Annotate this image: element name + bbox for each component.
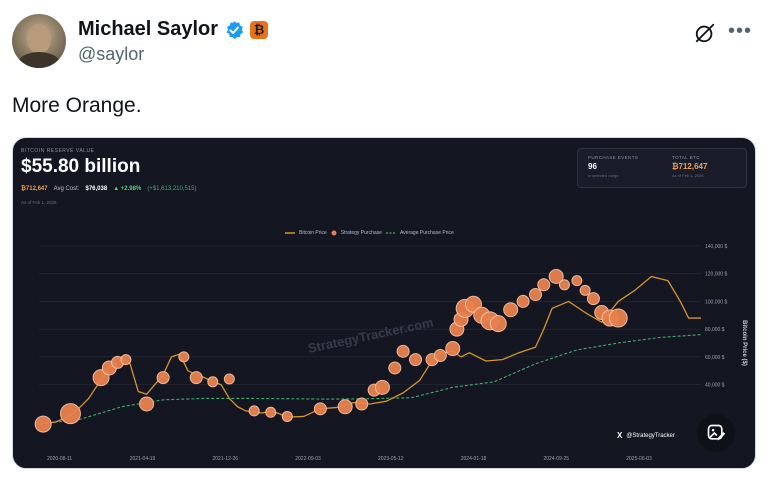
purchase-point xyxy=(207,376,219,388)
purchase-point xyxy=(281,410,293,422)
purchase-events-label: PURCHASE EVENTS xyxy=(588,155,639,160)
purchase-point xyxy=(548,268,564,284)
watermark: StrategyTracker.com xyxy=(307,315,435,356)
tweet-header: Michael Saylor ₿ @saylor ••• xyxy=(12,14,756,70)
bitcoin-chart: 40,000 $ 60,000 $ 80,000 $ 100,000 $ 120,000… xyxy=(34,244,747,462)
purchase-point xyxy=(313,402,327,416)
y-tick-label: 100,000 $ xyxy=(705,299,727,305)
x-attribution[interactable]: X @StrategyTracker xyxy=(617,431,675,440)
purchase-events: PURCHASE EVENTS 96 in selected range xyxy=(588,155,638,178)
total-btc-label: TOTAL BTC xyxy=(672,155,700,160)
purchase-point xyxy=(178,351,190,363)
more-icon[interactable]: ••• xyxy=(727,20,752,42)
legend-price-swatch xyxy=(285,232,295,234)
change-pct: ▲ +2.98% xyxy=(113,186,142,192)
change-abs: (+$1,613,210,515) xyxy=(147,186,197,192)
edit-image-button[interactable] xyxy=(697,414,735,452)
purchase-point xyxy=(586,292,600,306)
purchase-point xyxy=(489,315,507,333)
chart-legend: Bitcoin Price Strategy Purchase Average … xyxy=(285,230,454,236)
purchase-point xyxy=(355,397,369,411)
stats-row: ₿712,647 Avg Cost: $76,038 ▲ +2.98% (+$1… xyxy=(21,186,197,192)
x-tick-label: 2024-01-18 xyxy=(461,456,487,462)
btc-holding: ₿712,647 xyxy=(21,186,48,192)
edit-image-icon xyxy=(707,424,726,441)
purchase-point xyxy=(396,344,410,358)
series-line-price xyxy=(38,275,701,425)
purchase-point xyxy=(579,284,591,296)
purchase-point xyxy=(120,354,132,366)
purchase-point xyxy=(409,353,423,367)
purchase-point xyxy=(445,341,461,357)
as-of-date: As of Feb 1, 2026 xyxy=(21,200,57,205)
reserve-label: BITCOIN RESERVE VALUE xyxy=(21,148,95,154)
y-tick-label: 60,000 $ xyxy=(705,355,725,361)
purchase-point xyxy=(265,406,277,418)
avatar[interactable] xyxy=(12,14,66,68)
legend-avg-swatch xyxy=(385,232,396,234)
legend-price: Bitcoin Price xyxy=(299,230,327,236)
purchase-point xyxy=(34,415,52,433)
y-tick-label: 40,000 $ xyxy=(705,383,725,389)
purchase-point xyxy=(503,302,519,318)
attribution-handle: @StrategyTracker xyxy=(626,432,675,439)
purchase-point xyxy=(156,371,170,385)
avg-cost-value: $76,038 xyxy=(85,186,108,192)
purchase-point xyxy=(374,379,390,395)
bitcoin-badge-icon: ₿ xyxy=(250,20,269,39)
legend-purchase: Strategy Purchase xyxy=(340,230,382,236)
y-tick-label: 120,000 $ xyxy=(705,272,727,278)
purchase-point xyxy=(189,371,203,385)
purchase-point xyxy=(558,279,570,291)
x-tick-label: 2025-06-03 xyxy=(626,456,652,462)
purchase-point xyxy=(337,399,353,415)
series-line-average xyxy=(38,334,702,425)
purchase-point xyxy=(433,348,447,362)
purchase-point xyxy=(608,308,628,328)
x-tick-label: 2021-04-19 xyxy=(130,456,156,462)
purchase-point xyxy=(537,278,551,292)
purchase-point xyxy=(388,361,402,375)
x-tick-label: 2022-09-03 xyxy=(295,456,321,462)
legend-purchase-swatch xyxy=(331,230,337,236)
legend-avg: Average Purchase Price xyxy=(399,230,454,236)
reserve-value: $55.80 billion xyxy=(21,156,141,177)
x-tick-label: 2020-08-11 xyxy=(47,456,72,462)
tweet-media-card[interactable]: 40,000 $ 60,000 $ 80,000 $ 100,000 $ 120,000… xyxy=(12,137,756,469)
purchase-events-value: 96 xyxy=(588,162,597,171)
x-tick-label: 2021-12-26 xyxy=(213,456,239,462)
avg-cost-label: Avg Cost: xyxy=(53,186,80,192)
total-btc-value: ₿712,647 xyxy=(672,162,708,171)
grok-icon[interactable] xyxy=(694,22,716,44)
purchase-point xyxy=(571,275,583,287)
x-logo-icon: X xyxy=(617,431,623,440)
purchase-point xyxy=(248,405,260,417)
purchase-point xyxy=(139,396,155,412)
purchase-point xyxy=(223,373,235,385)
summary-box: PURCHASE EVENTS 96 in selected range TOT… xyxy=(577,148,747,188)
verified-badge-icon xyxy=(226,20,244,39)
author-name-row: Michael Saylor ₿ xyxy=(78,18,269,41)
y-axis-label: Bitcoin Price ($) xyxy=(741,320,747,366)
tweet-text: More Orange. xyxy=(12,94,142,117)
purchase-point xyxy=(516,294,530,308)
avatar-shoulders xyxy=(17,52,61,68)
purchase-events-sub: in selected range xyxy=(588,173,619,178)
purchase-point xyxy=(59,403,81,425)
x-tick-label: 2024-09-25 xyxy=(544,456,570,462)
y-tick-label: 140,000 $ xyxy=(705,244,727,250)
avatar-face xyxy=(27,24,51,54)
y-tick-label: 80,000 $ xyxy=(705,327,725,333)
author-handle[interactable]: @saylor xyxy=(78,44,145,64)
purchase-point xyxy=(529,288,542,301)
total-btc: TOTAL BTC ₿712,647 As of Feb 1, 2026 xyxy=(672,155,707,178)
total-btc-sub: As of Feb 1, 2026 xyxy=(672,173,704,178)
x-tick-label: 2023-05-12 xyxy=(378,456,404,462)
author-name[interactable]: Michael Saylor xyxy=(78,18,219,40)
